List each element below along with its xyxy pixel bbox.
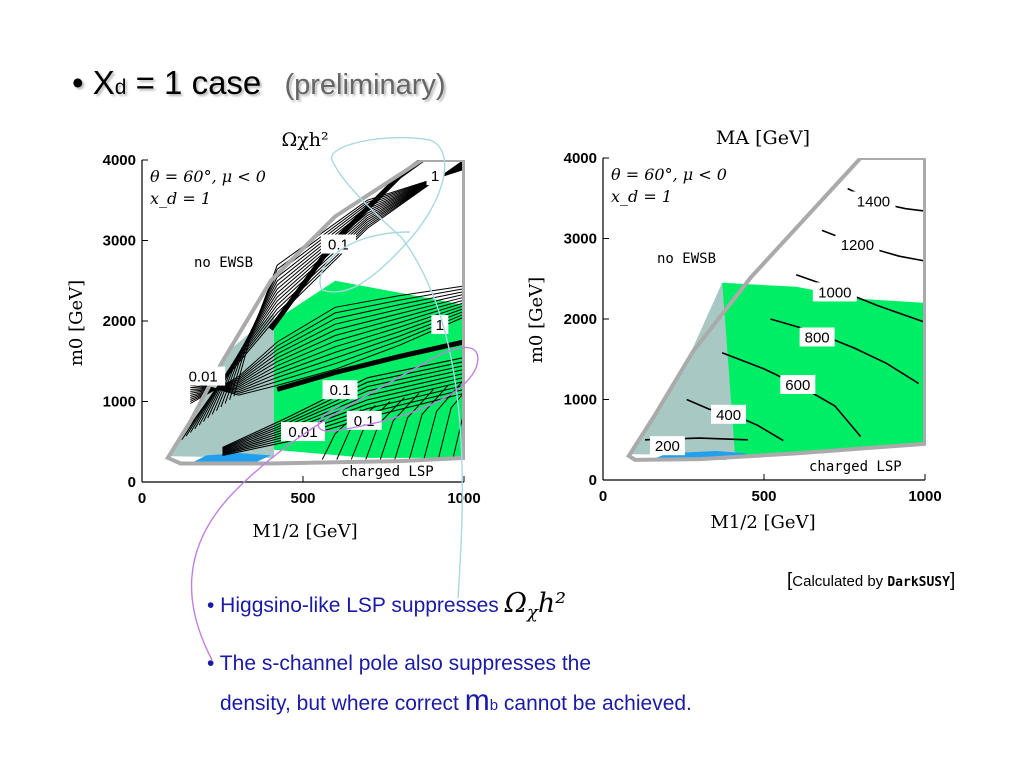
annotation-xd: x_d = 1 xyxy=(611,187,672,206)
contour-label: 0.1 xyxy=(330,382,351,399)
bullet-higgsino-text: • Higgsino-like LSP suppresses xyxy=(207,594,505,617)
contour-label: 0.1 xyxy=(328,237,349,254)
y-tick-label: 1000 xyxy=(103,394,136,411)
y-tick-label: 1000 xyxy=(564,392,597,409)
contour-label: 200 xyxy=(655,438,680,455)
contour-line xyxy=(770,318,920,385)
title-rest: = 1 case xyxy=(126,64,262,101)
mb-m: m xyxy=(464,684,490,717)
y-tick-label: 2000 xyxy=(564,311,597,328)
x-tick-label: 1000 xyxy=(447,490,480,507)
note-open-bracket: [ xyxy=(787,570,793,591)
y-axis-label: m0 [GeV] xyxy=(66,280,87,366)
contour-label: 0.01 xyxy=(189,369,218,386)
y-tick-label: 4000 xyxy=(564,150,597,167)
contour-label: 1200 xyxy=(841,237,874,254)
contour-label-bg xyxy=(812,282,857,302)
contour-label: 1 xyxy=(436,317,444,334)
y-tick-label: 4000 xyxy=(103,152,136,169)
contour-labels: 1400 1200 1000 800 600 400 200 xyxy=(649,191,896,456)
line2-part-a: density, but where correct xyxy=(220,692,465,715)
contour-label-bg xyxy=(711,404,747,424)
contour-label: 0.01 xyxy=(288,424,317,441)
y-tick-label: 0 xyxy=(128,474,136,491)
annotation-params: θ = 60°, μ < 0 xyxy=(611,165,727,184)
omega-symbol: Ω xyxy=(504,588,527,619)
x-tick-label: 1000 xyxy=(908,488,941,505)
allowed-boundary xyxy=(626,158,926,462)
charged-lsp-label: charged LSP xyxy=(809,459,902,475)
x-tick-label: 500 xyxy=(290,490,315,507)
contour-label-bg xyxy=(835,234,880,254)
x-tick-label: 0 xyxy=(138,490,146,507)
y-tick-label: 3000 xyxy=(564,231,597,248)
no-ewsb-label: no EWSB xyxy=(657,251,716,267)
bullet-s-channel-line2: density, but where correct mb cannot be … xyxy=(220,684,692,718)
contour-label: 400 xyxy=(716,407,741,424)
y-tick-label: 2000 xyxy=(103,313,136,330)
contour-label-bg xyxy=(649,436,685,456)
contour-label-bg xyxy=(780,375,816,395)
contour-label: 600 xyxy=(785,377,810,394)
contour-label-bg xyxy=(799,327,835,347)
bullet-s-channel-line1: • The s-channel pole also suppresses the xyxy=(207,652,592,675)
note-text: Calculated by xyxy=(792,573,888,590)
chart-relic-density: Ωχh² 0 1000 2000 3000 4000 0 500 1000 1 0.1 1 0.01… xyxy=(66,129,481,542)
contour-label: 1400 xyxy=(857,193,890,210)
note-close-bracket: ] xyxy=(949,570,956,591)
chart-title: MA [GeV] xyxy=(716,127,810,149)
charged-lsp-label: charged LSP xyxy=(341,464,434,480)
y-tick-label: 0 xyxy=(589,472,597,489)
annotation-params: θ = 60°, μ < 0 xyxy=(150,167,266,186)
x-axis-label: M1/2 [GeV] xyxy=(710,512,815,533)
chart-title: Ωχh² xyxy=(281,129,328,151)
x-axis-label: M1/2 [GeV] xyxy=(252,521,357,542)
title-main: X xyxy=(92,64,115,101)
contour-label: 800 xyxy=(805,330,830,347)
darksusy-label: DarkSUSY xyxy=(887,575,950,590)
mb-b: b xyxy=(489,697,499,714)
no-ewsb-label: no EWSB xyxy=(194,255,253,271)
contour-label: 1000 xyxy=(818,284,851,301)
green-region xyxy=(722,282,925,456)
y-axis-label: m0 [GeV] xyxy=(526,277,547,363)
y-tick-label: 3000 xyxy=(103,233,136,250)
contour-label: 1 xyxy=(431,168,439,185)
x-tick-label: 0 xyxy=(599,488,607,505)
chi-subscript: χ xyxy=(527,602,538,623)
calculation-note: [Calculated by DarkSUSY] xyxy=(787,570,955,592)
bullet-higgsino: • Higgsino-like LSP suppresses Ωχh² xyxy=(207,588,566,623)
contour-label-bg xyxy=(851,191,896,211)
line2-part-c: cannot be achieved. xyxy=(498,692,692,715)
annotation-xd: x_d = 1 xyxy=(150,189,211,208)
contour-label: 0.1 xyxy=(354,413,375,430)
title-subscript: d xyxy=(114,76,127,99)
x-tick-label: 500 xyxy=(751,488,776,505)
h2-symbol: h² xyxy=(537,588,567,619)
title-preliminary: (preliminary) xyxy=(284,69,446,101)
axes: 0 1000 2000 3000 4000 0 500 1000 xyxy=(564,150,942,505)
slide-title: • Xd = 1 case (preliminary) xyxy=(72,64,446,102)
title-bullet: • xyxy=(72,64,84,101)
